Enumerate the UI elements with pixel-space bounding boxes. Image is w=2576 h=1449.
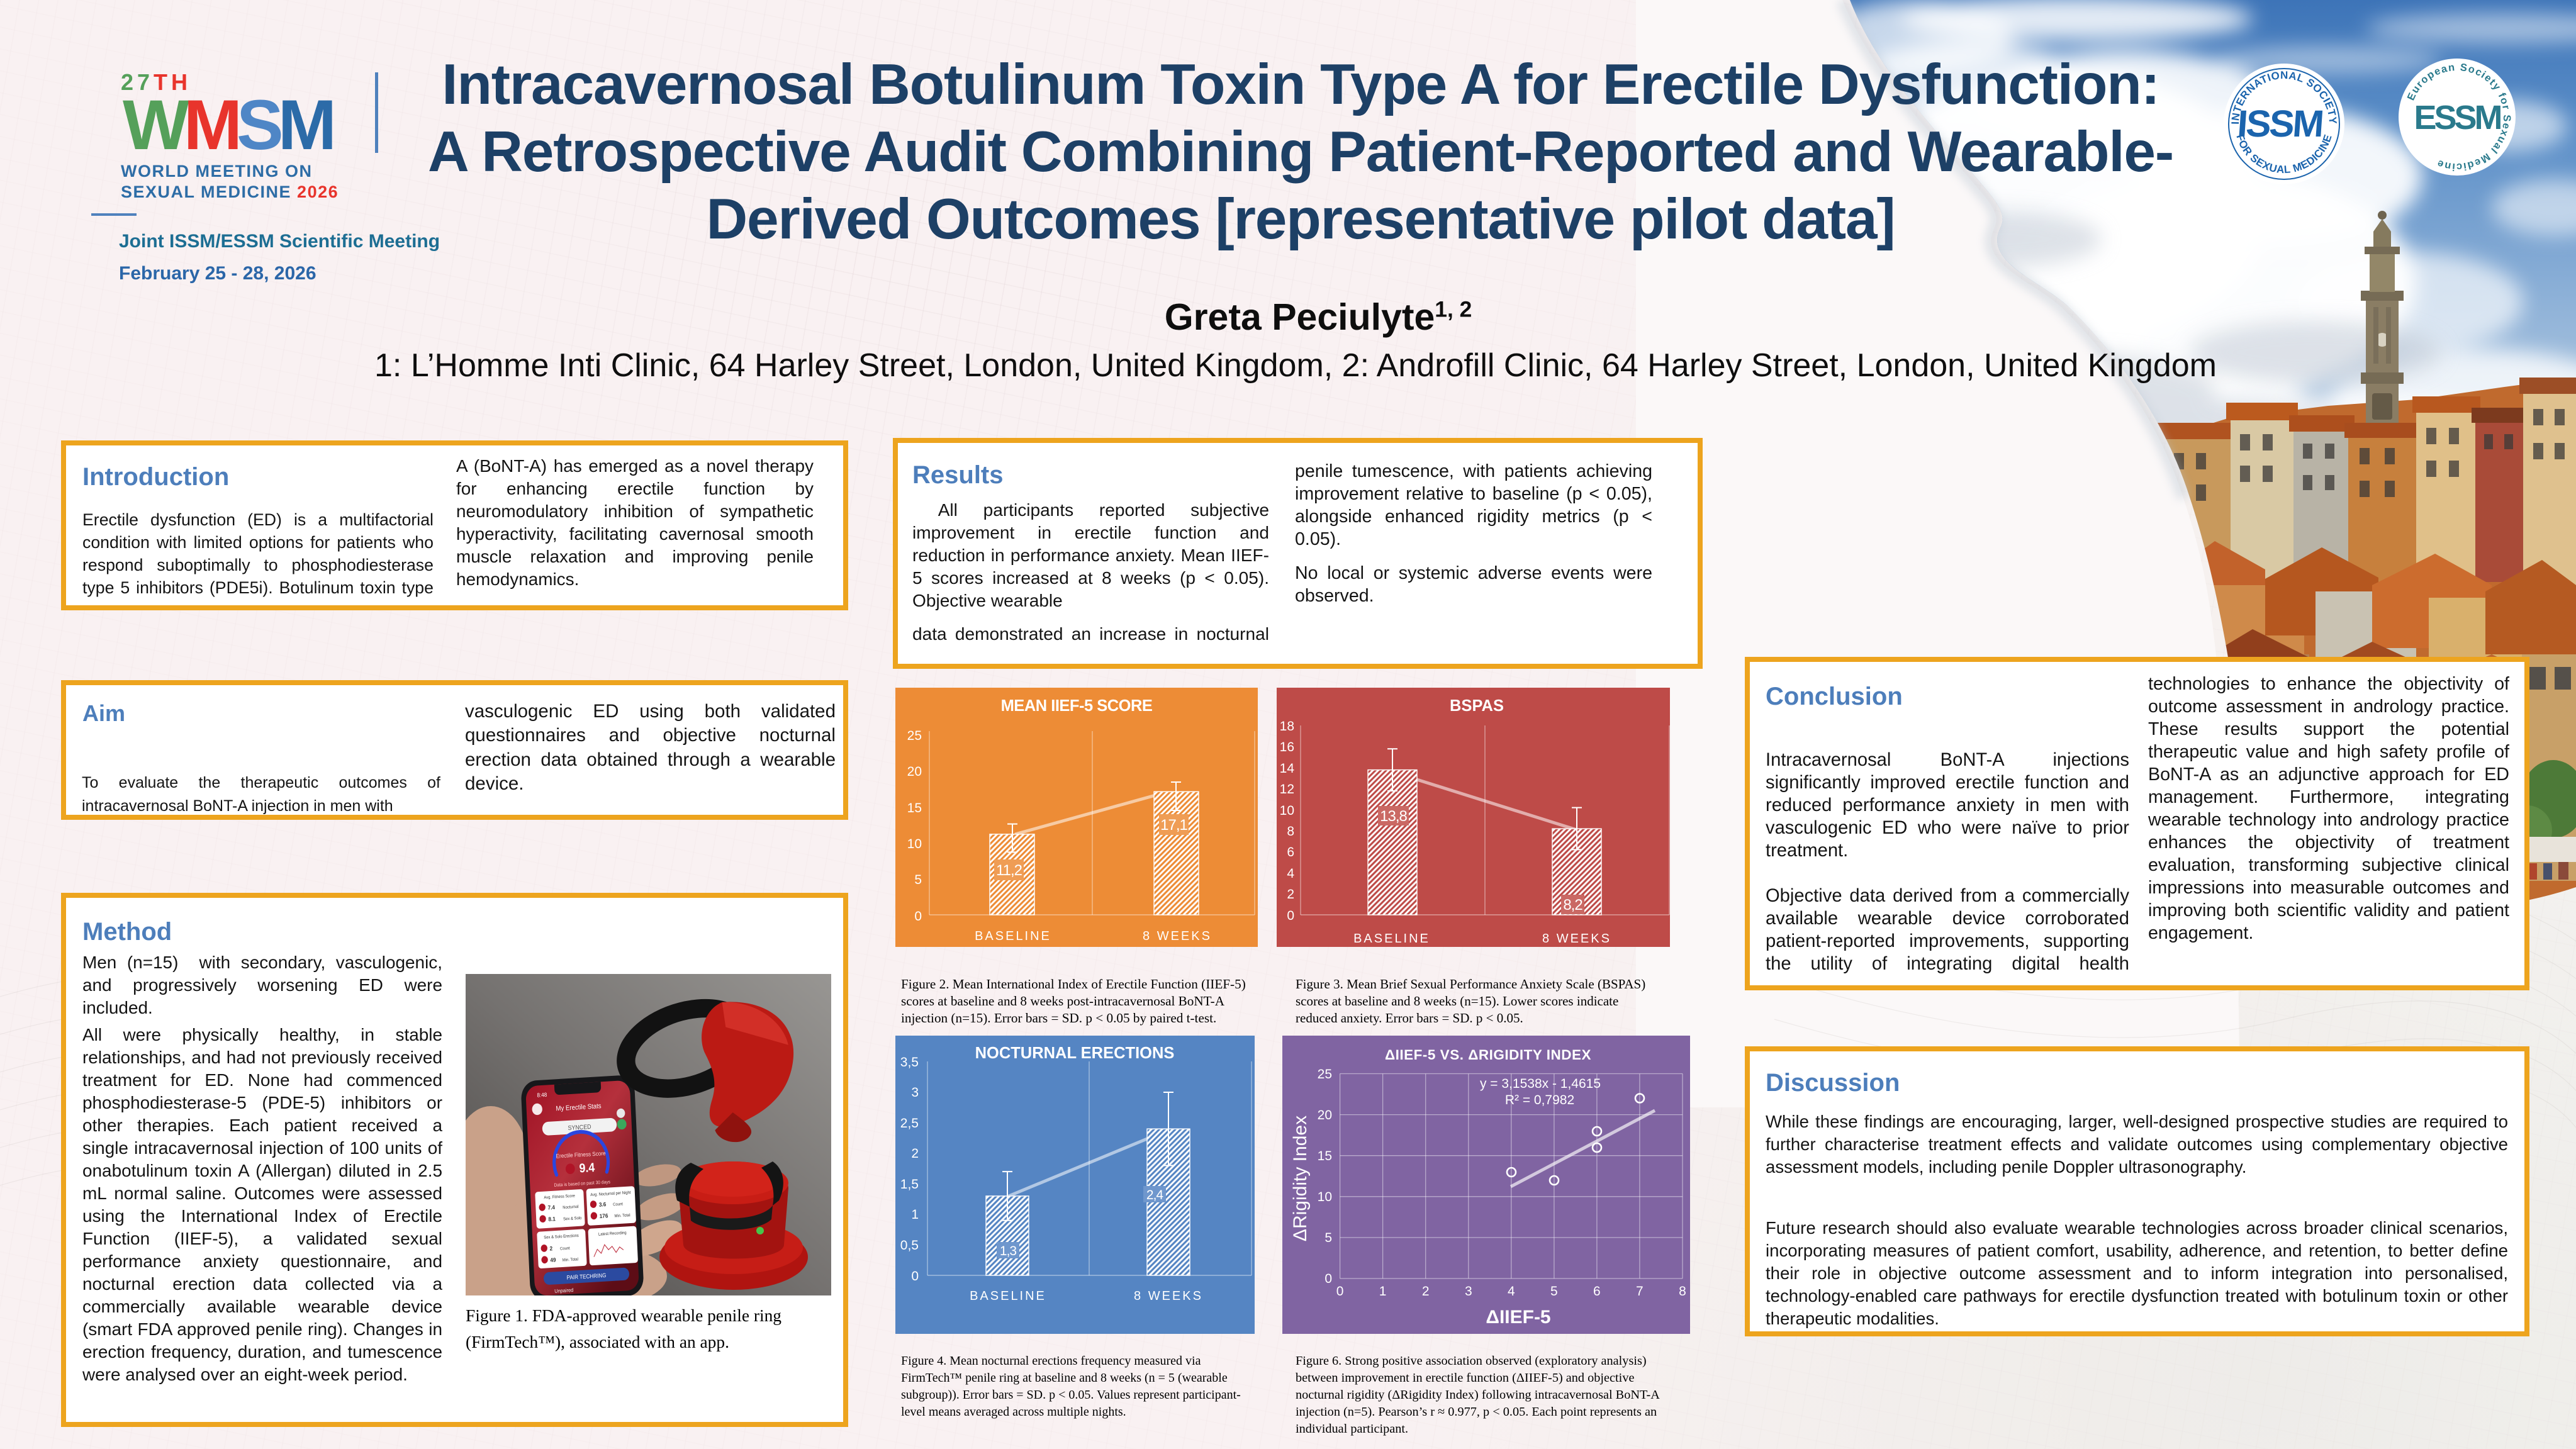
svg-text:11,2: 11,2 bbox=[996, 862, 1022, 879]
svg-text:5: 5 bbox=[1324, 1231, 1332, 1245]
svg-text:Avg. Nocturnal per Night: Avg. Nocturnal per Night bbox=[590, 1190, 631, 1197]
svg-text:Min. Total: Min. Total bbox=[614, 1213, 630, 1219]
svg-text:20: 20 bbox=[907, 764, 922, 779]
svg-text:Sex & Solo Erections: Sex & Solo Erections bbox=[544, 1233, 579, 1240]
svg-text:BASELINE: BASELINE bbox=[975, 929, 1051, 943]
svg-text:R² = 0,7982: R² = 0,7982 bbox=[1505, 1093, 1574, 1107]
svg-text:Min. Total: Min. Total bbox=[563, 1257, 578, 1263]
svg-text:14: 14 bbox=[1280, 761, 1295, 776]
svg-text:PAIR TECHRING: PAIR TECHRING bbox=[566, 1272, 607, 1280]
svg-text:8,2: 8,2 bbox=[1563, 897, 1582, 914]
svg-text:NOCTURNAL ERECTIONS: NOCTURNAL ERECTIONS bbox=[975, 1044, 1175, 1062]
svg-text:y = 3,1538x - 1,4615: y = 3,1538x - 1,4615 bbox=[1480, 1077, 1601, 1091]
svg-text:3,5: 3,5 bbox=[900, 1055, 919, 1070]
svg-text:5: 5 bbox=[914, 873, 922, 887]
svg-text:0: 0 bbox=[1324, 1272, 1332, 1286]
svg-text:8 WEEKS: 8 WEEKS bbox=[1134, 1289, 1203, 1303]
svg-text:20: 20 bbox=[1318, 1108, 1332, 1122]
svg-text:Sex & Solo: Sex & Solo bbox=[563, 1216, 582, 1221]
svg-text:0: 0 bbox=[1287, 909, 1294, 923]
svg-text:My Erectile Stats: My Erectile Stats bbox=[556, 1103, 602, 1113]
svg-text:13,8: 13,8 bbox=[1380, 808, 1407, 825]
svg-text:8 WEEKS: 8 WEEKS bbox=[1143, 929, 1212, 943]
svg-text:Unpaired: Unpaired bbox=[554, 1287, 573, 1294]
svg-text:25: 25 bbox=[1318, 1067, 1332, 1082]
svg-text:4: 4 bbox=[1287, 866, 1294, 881]
svg-text:25: 25 bbox=[907, 729, 922, 743]
svg-text:3: 3 bbox=[911, 1085, 919, 1100]
svg-text:BASELINE: BASELINE bbox=[1353, 932, 1430, 946]
svg-text:Count: Count bbox=[560, 1246, 570, 1251]
svg-text:10: 10 bbox=[907, 837, 922, 851]
svg-text:2: 2 bbox=[1422, 1284, 1430, 1299]
svg-text:ΔRigidity Index: ΔRigidity Index bbox=[1290, 1116, 1311, 1241]
svg-text:1: 1 bbox=[911, 1207, 919, 1222]
svg-text:8:48: 8:48 bbox=[537, 1091, 547, 1099]
svg-text:Latest Recording: Latest Recording bbox=[598, 1231, 627, 1237]
svg-text:0,5: 0,5 bbox=[900, 1238, 919, 1253]
svg-text:1,3: 1,3 bbox=[1000, 1244, 1017, 1258]
svg-text:2,5: 2,5 bbox=[900, 1116, 919, 1131]
svg-text:3: 3 bbox=[1465, 1284, 1472, 1299]
svg-text:0: 0 bbox=[914, 909, 922, 924]
svg-text:6: 6 bbox=[1287, 845, 1294, 859]
svg-text:2: 2 bbox=[1287, 887, 1294, 902]
svg-text:8: 8 bbox=[1679, 1284, 1686, 1299]
svg-text:6: 6 bbox=[1593, 1284, 1601, 1299]
svg-text:ESSM: ESSM bbox=[2414, 99, 2500, 137]
svg-text:Count: Count bbox=[613, 1202, 623, 1207]
svg-text:3.6: 3.6 bbox=[599, 1201, 607, 1208]
svg-text:0: 0 bbox=[911, 1269, 919, 1284]
svg-text:176: 176 bbox=[600, 1212, 608, 1219]
svg-text:1,5: 1,5 bbox=[900, 1177, 919, 1192]
svg-text:Nocturnal: Nocturnal bbox=[563, 1204, 579, 1210]
svg-text:SYNCED: SYNCED bbox=[568, 1123, 591, 1132]
svg-text:12: 12 bbox=[1280, 782, 1294, 797]
svg-text:18: 18 bbox=[1280, 719, 1294, 734]
svg-text:Erectile Fitness Score: Erectile Fitness Score bbox=[556, 1150, 606, 1160]
svg-text:MEAN IIEF-5 SCORE: MEAN IIEF-5 SCORE bbox=[1001, 697, 1153, 715]
svg-text:15: 15 bbox=[907, 801, 922, 815]
svg-text:0: 0 bbox=[1336, 1284, 1344, 1299]
svg-text:4: 4 bbox=[1508, 1284, 1515, 1299]
svg-text:1: 1 bbox=[1379, 1284, 1387, 1299]
svg-text:ΔIIEF-5: ΔIIEF-5 bbox=[1486, 1307, 1550, 1328]
svg-text:5: 5 bbox=[1550, 1284, 1558, 1299]
svg-text:2: 2 bbox=[549, 1245, 552, 1252]
svg-text:17,1: 17,1 bbox=[1160, 817, 1187, 834]
svg-text:8 WEEKS: 8 WEEKS bbox=[1542, 932, 1611, 946]
svg-text:ΔIIEF-5 VS. ΔRIGIDITY INDEX: ΔIIEF-5 VS. ΔRIGIDITY INDEX bbox=[1385, 1047, 1591, 1063]
svg-text:ISSM: ISSM bbox=[2236, 103, 2324, 145]
svg-text:15: 15 bbox=[1318, 1149, 1332, 1163]
svg-text:49: 49 bbox=[550, 1256, 556, 1263]
svg-text:2: 2 bbox=[911, 1146, 919, 1161]
svg-text:7: 7 bbox=[1636, 1284, 1644, 1299]
svg-text:10: 10 bbox=[1318, 1190, 1332, 1204]
svg-text:9.4: 9.4 bbox=[579, 1161, 595, 1176]
svg-text:BASELINE: BASELINE bbox=[970, 1289, 1046, 1303]
svg-text:16: 16 bbox=[1280, 740, 1294, 754]
svg-text:2,4: 2,4 bbox=[1146, 1188, 1164, 1202]
svg-text:10: 10 bbox=[1280, 803, 1294, 818]
svg-text:8: 8 bbox=[1287, 824, 1294, 839]
svg-text:BSPAS: BSPAS bbox=[1450, 697, 1504, 715]
svg-text:7.4: 7.4 bbox=[547, 1204, 555, 1211]
svg-text:Avg. Fitness Score: Avg. Fitness Score bbox=[544, 1194, 575, 1200]
svg-text:8.1: 8.1 bbox=[548, 1216, 556, 1222]
